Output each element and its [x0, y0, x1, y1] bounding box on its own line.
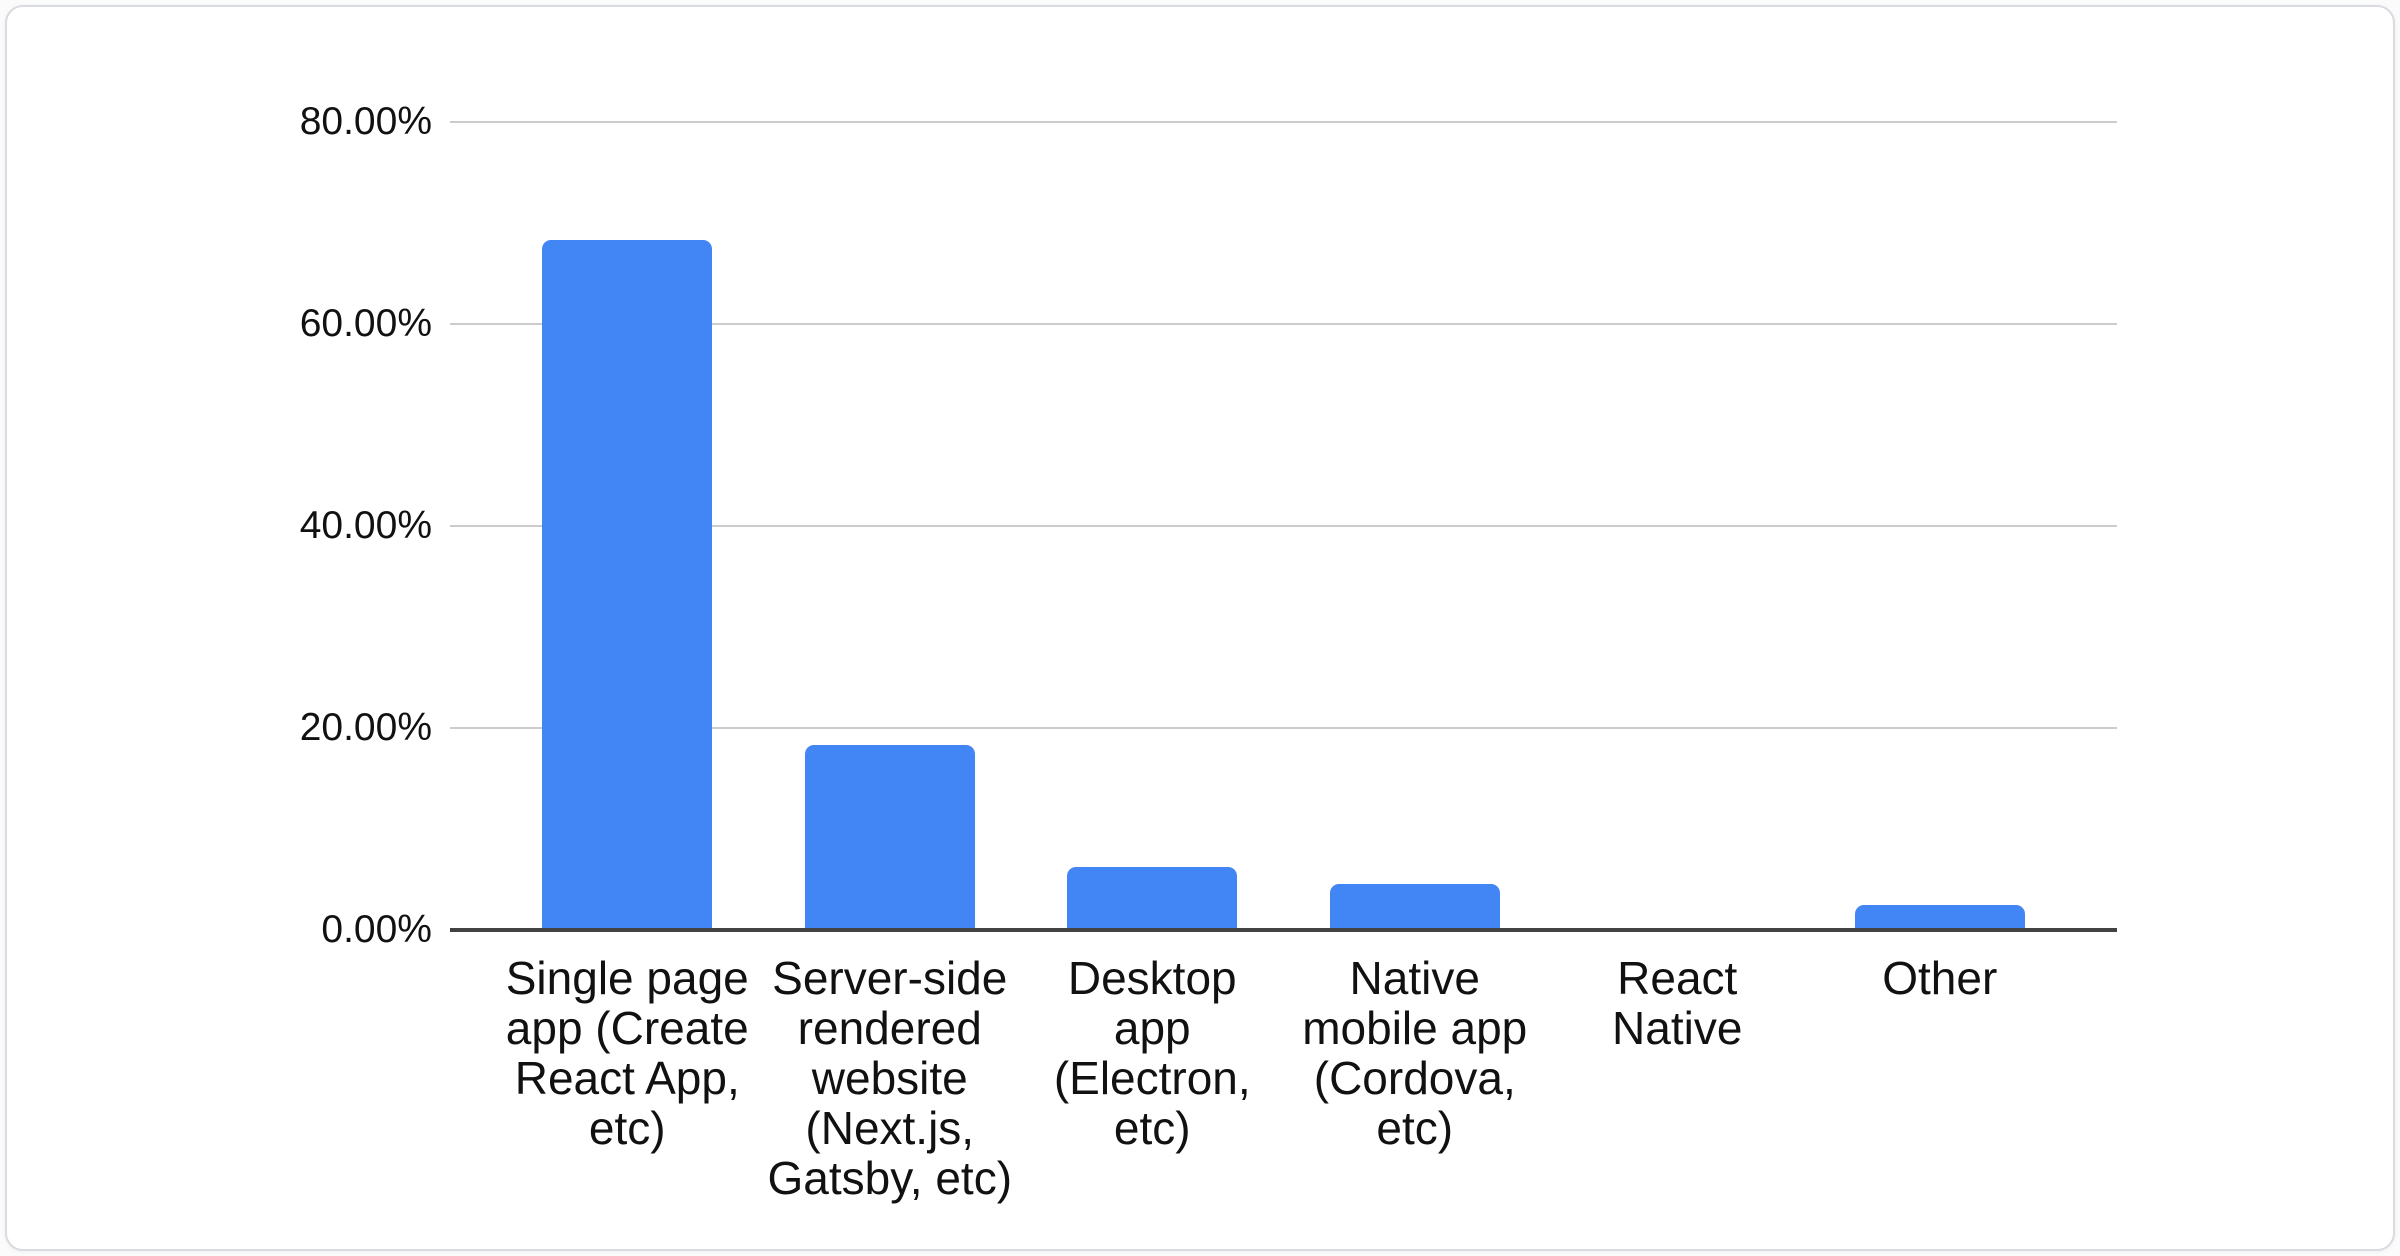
bar-group	[450, 122, 2117, 930]
bar[interactable]	[1067, 867, 1238, 930]
x-axis-label-slot: Desktop app (Electron, etc)	[1021, 953, 1284, 1203]
x-axis-label-slot: React Native	[1546, 953, 1809, 1203]
bar-slot	[759, 122, 1022, 930]
x-axis-label-slot: Single page app (Create React App, etc)	[496, 953, 759, 1203]
x-axis-labels: Single page app (Create React App, etc) S…	[450, 953, 2117, 1203]
y-axis-tick-label: 80.00%	[299, 100, 432, 143]
x-axis-line	[450, 928, 2117, 932]
bar[interactable]	[1854, 904, 2025, 930]
bar-slot	[1809, 122, 2072, 930]
bar[interactable]	[542, 240, 713, 930]
y-axis-tick-label: 0.00%	[321, 908, 432, 951]
gridline	[450, 525, 2117, 527]
bar-slot	[1546, 122, 1809, 930]
bar-slot	[496, 122, 759, 930]
x-axis-category-label: Server-side rendered website (Next.js, G…	[767, 952, 1013, 1204]
bar-slot	[1284, 122, 1547, 930]
x-axis-category-label: Other	[1882, 952, 1998, 1004]
plot-area	[450, 121, 2117, 932]
chart-card: 80.00% 60.00% 40.00% 20.00% 0.00% Single pag…	[5, 5, 2395, 1251]
gridline	[450, 727, 2117, 729]
gridline	[450, 121, 2117, 123]
bar[interactable]	[804, 745, 975, 930]
y-axis-tick-label: 20.00%	[299, 706, 432, 749]
bar[interactable]	[1329, 883, 1500, 930]
x-axis-category-label: Desktop app (Electron, etc)	[1053, 952, 1251, 1154]
y-axis-tick-label: 60.00%	[299, 302, 432, 345]
bar-slot	[1021, 122, 1284, 930]
y-axis-labels: 80.00% 60.00% 40.00% 20.00% 0.00%	[7, 100, 432, 951]
y-axis-tick-label: 40.00%	[299, 504, 432, 547]
x-axis-category-label: Native mobile app (Cordova, etc)	[1302, 952, 1528, 1154]
x-axis-label-slot: Other	[1809, 953, 2072, 1203]
x-axis-label-slot: Native mobile app (Cordova, etc)	[1284, 953, 1547, 1203]
gridline	[450, 323, 2117, 325]
x-axis-category-label: React Native	[1612, 952, 1743, 1054]
x-axis-category-label: Single page app (Create React App, etc)	[505, 952, 749, 1154]
x-axis-label-slot: Server-side rendered website (Next.js, G…	[759, 953, 1022, 1203]
